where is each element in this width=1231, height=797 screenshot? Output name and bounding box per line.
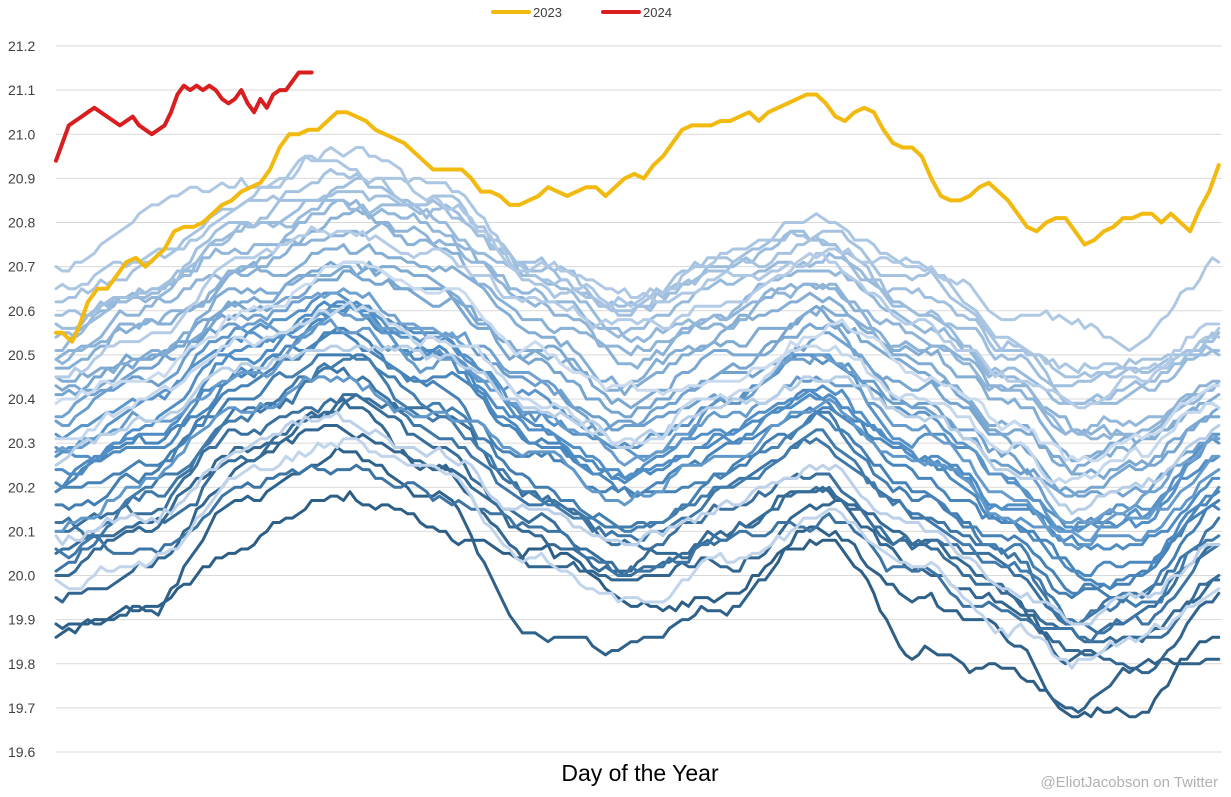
series-line-historical-36 — [54, 344, 1221, 516]
series-line-historical-15 — [54, 300, 1221, 533]
series-line-historical-1 — [54, 490, 1221, 719]
y-tick-label-21.0: 21.0 — [8, 126, 35, 142]
series-line-historical-28 — [54, 198, 1221, 436]
y-tick-label-21.1: 21.1 — [8, 82, 35, 98]
y-tick-label-19.8: 19.8 — [8, 656, 35, 672]
series-line-2024 — [54, 70, 314, 163]
series-line-historical-8 — [54, 366, 1221, 626]
y-tick-label-20.9: 20.9 — [8, 170, 35, 186]
series-line-historical-9 — [54, 353, 1221, 626]
series-line-historical-35 — [54, 225, 1221, 410]
series-line-2023 — [54, 92, 1221, 344]
y-tick-label-21.2: 21.2 — [8, 38, 35, 54]
series-line-historical-37 — [54, 410, 1221, 626]
series-line-historical-10 — [54, 353, 1221, 600]
series-line-historical-27 — [54, 221, 1221, 441]
y-tick-label-20.5: 20.5 — [8, 347, 35, 363]
y-axis-tick-labels: 19.6 19.7 19.8 19.9 20.0 20.1 20.2 20.3 20.4 20.5… — [8, 38, 35, 760]
series-line-historical-33 — [54, 154, 1221, 374]
y-tick-label-20.0: 20.0 — [8, 568, 35, 584]
series-line-historical-24 — [54, 260, 1221, 476]
historical-year-series — [54, 146, 1221, 719]
series-line-historical-21 — [54, 287, 1221, 498]
series-line-historical-7 — [54, 463, 1221, 644]
legend-label-2024: 2024 — [643, 5, 672, 20]
y-tick-label-20.3: 20.3 — [8, 435, 35, 451]
series-line-historical-2 — [54, 446, 1221, 714]
credit-text: @EliotJacobson on Twitter — [1040, 774, 1218, 791]
x-axis-title: Day of the Year — [561, 760, 719, 786]
legend: 2023 2024 — [491, 5, 672, 20]
series-line-historical-3 — [54, 424, 1221, 675]
y-tick-label-19.9: 19.9 — [8, 612, 35, 628]
series-line-historical-18 — [54, 375, 1221, 551]
series-line-historical-23 — [54, 260, 1221, 480]
y-tick-label-20.7: 20.7 — [8, 259, 35, 275]
series-line-historical-39 — [54, 300, 1221, 485]
y-tick-label-19.7: 19.7 — [8, 700, 35, 716]
y-tick-label-19.6: 19.6 — [8, 744, 35, 760]
y-tick-label-20.6: 20.6 — [8, 303, 35, 319]
y-tick-label-20.2: 20.2 — [8, 479, 35, 495]
series-line-historical-40 — [54, 260, 1221, 463]
y-tick-label-20.8: 20.8 — [8, 215, 35, 231]
legend-label-2023: 2023 — [533, 5, 562, 20]
series-line-historical-38 — [54, 437, 1221, 670]
y-tick-label-20.1: 20.1 — [8, 523, 35, 539]
series-line-historical-19 — [54, 318, 1221, 542]
y-tick-label-20.4: 20.4 — [8, 391, 35, 407]
highlight-year-series — [54, 70, 1221, 344]
